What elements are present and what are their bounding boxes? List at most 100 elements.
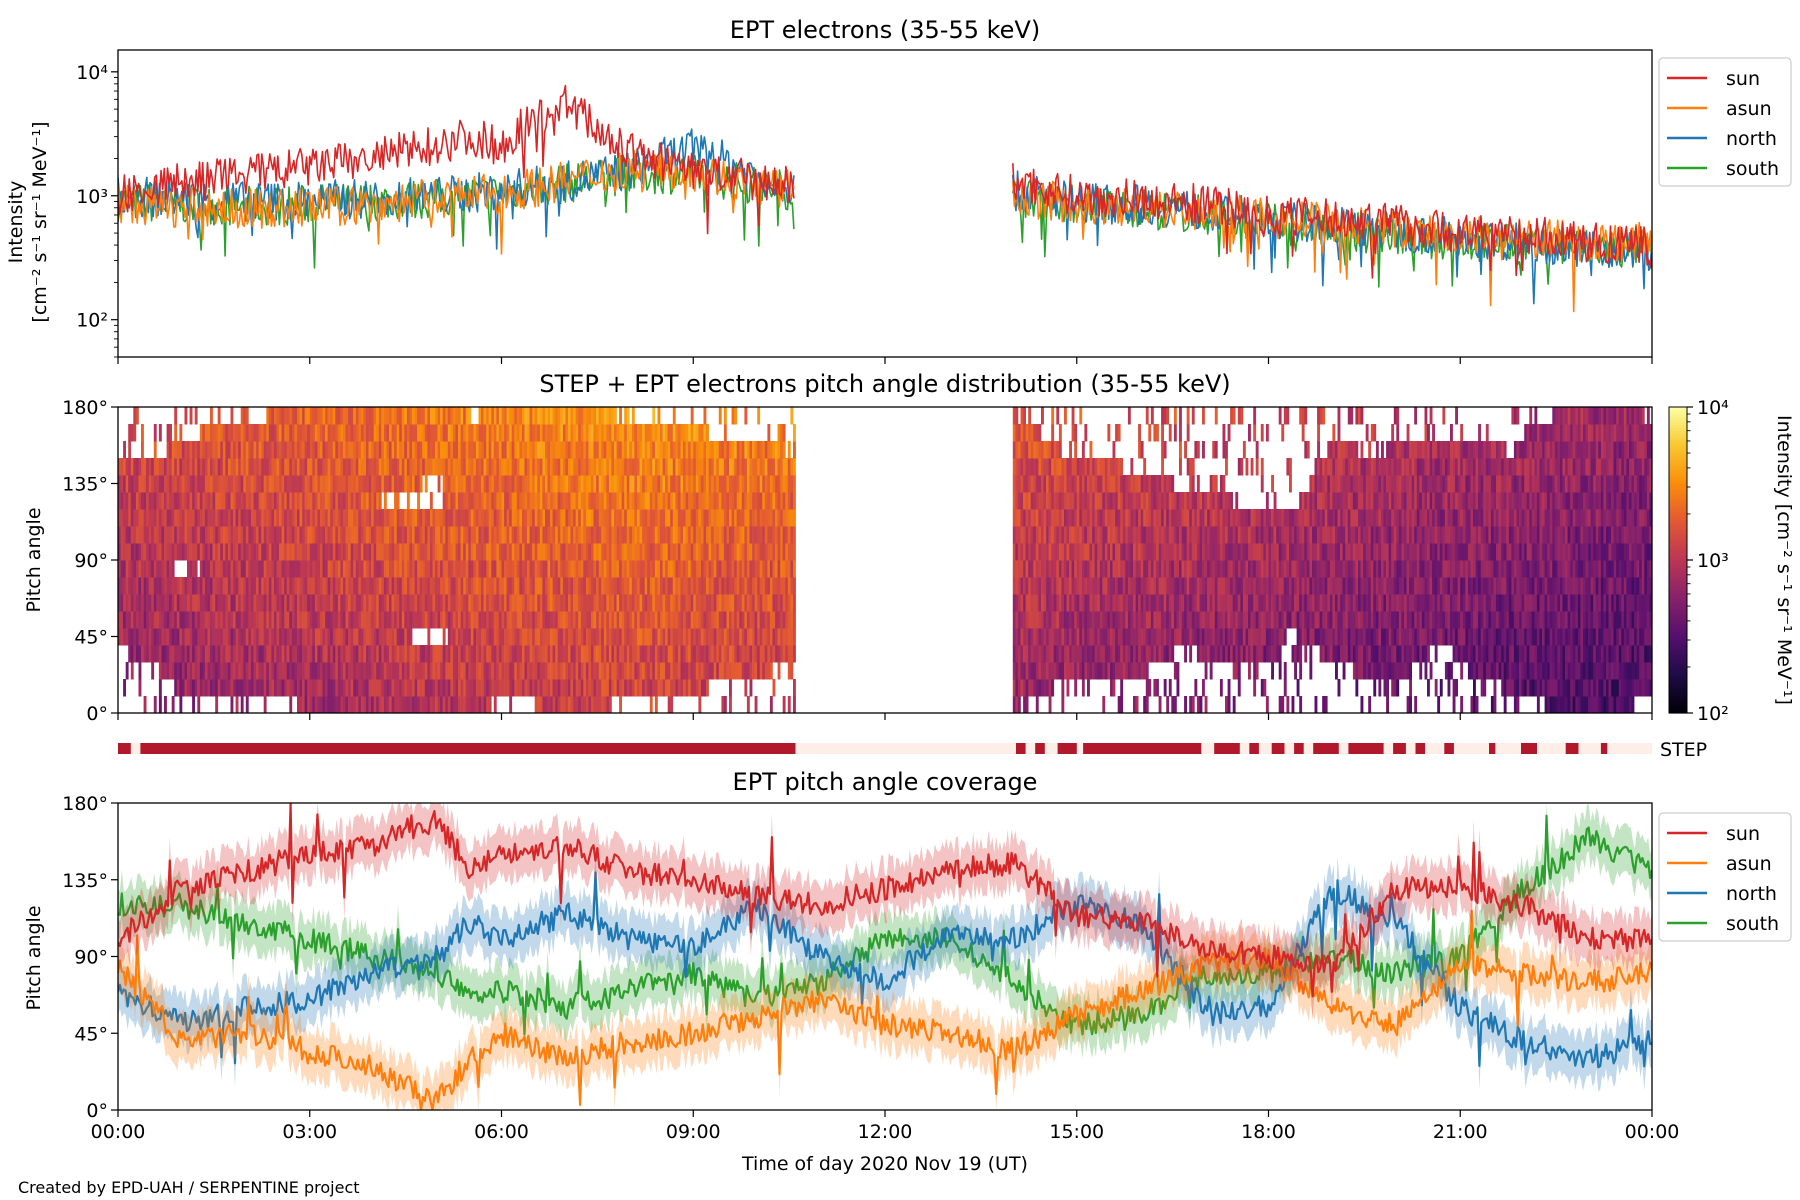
heatmap-cell (202, 543, 206, 561)
heatmap-cell (754, 628, 758, 646)
heatmap-cell (158, 543, 162, 561)
heatmap-cell (634, 509, 638, 527)
heatmap-cell (1058, 560, 1062, 578)
heatmap-cell (181, 509, 185, 527)
heatmap-cell (509, 594, 513, 612)
heatmap-cell (736, 560, 740, 578)
heatmap-cell (695, 526, 699, 544)
heatmap-cell (547, 679, 551, 697)
heatmap-cell (1071, 458, 1075, 476)
heatmap-cell (345, 628, 349, 646)
heatmap-cell (616, 679, 620, 697)
heatmap-cell (547, 662, 551, 680)
heatmap-cell (1043, 628, 1047, 646)
heatmap-cell (754, 509, 758, 527)
heatmap-cell (299, 645, 303, 663)
heatmap-cell (585, 679, 589, 697)
heatmap-cell (401, 696, 405, 713)
heatmap-cell (389, 594, 392, 612)
heatmap-cell (419, 458, 423, 476)
heatmap-cell (222, 577, 226, 595)
heatmap-cell (539, 611, 543, 629)
heatmap-cell (1030, 526, 1034, 544)
heatmap-cell (522, 560, 525, 578)
heatmap-cell (708, 475, 712, 493)
heatmap-cell (759, 441, 763, 459)
heatmap-cell (680, 611, 684, 629)
heatmap-cell (473, 526, 477, 544)
heatmap-cell (483, 458, 487, 476)
heatmap-cell (207, 662, 211, 680)
heatmap-cell (452, 509, 456, 527)
heatmap-cell (414, 458, 418, 476)
heatmap-cell (204, 594, 208, 612)
heatmap-cell (631, 441, 635, 459)
heatmap-cell (238, 679, 242, 697)
heatmap-cell (332, 407, 336, 425)
heatmap-cell (1097, 475, 1101, 493)
heatmap-cell (1051, 509, 1055, 527)
heatmap-cell (1023, 509, 1026, 527)
heatmap-cell (435, 696, 438, 713)
heatmap-cell (662, 543, 666, 561)
heatmap-cell (399, 424, 403, 442)
heatmap-cell (463, 679, 467, 697)
heatmap-cell (276, 424, 280, 442)
heatmap-cell (317, 509, 321, 527)
heatmap-cell (197, 662, 201, 680)
heatmap-cell (718, 526, 722, 544)
heatmap-cell (690, 475, 694, 493)
heatmap-cell (790, 577, 794, 595)
heatmap-cell (780, 458, 784, 476)
heatmap-cell (529, 441, 533, 459)
heatmap-cell (665, 662, 668, 680)
heatmap-cell (1056, 645, 1060, 663)
heatmap-cell (240, 696, 244, 713)
heatmap-cell (366, 594, 369, 612)
heatmap-cell (197, 628, 201, 646)
heatmap-cell (148, 458, 152, 476)
heatmap-cell (192, 696, 195, 713)
heatmap-cell (1035, 526, 1039, 544)
heatmap-cell (325, 492, 328, 510)
heatmap-cell (493, 492, 497, 510)
heatmap-cell (317, 577, 321, 595)
heatmap-cell (698, 509, 702, 527)
heatmap-cell (767, 492, 771, 510)
heatmap-cell (286, 611, 290, 629)
heatmap-cell (1087, 679, 1090, 697)
heatmap-cell (118, 611, 121, 629)
heatmap-cell (560, 594, 564, 612)
heatmap-cell (1035, 577, 1039, 595)
heatmap-cell (1066, 492, 1070, 510)
heatmap-cell (491, 645, 495, 663)
heatmap-cell (406, 577, 410, 595)
heatmap-cell (629, 458, 633, 476)
heatmap-cell (504, 577, 507, 595)
heatmap-cell (307, 458, 311, 476)
heatmap-cell (297, 645, 300, 663)
heatmap-cell (603, 543, 607, 561)
heatmap-cell (764, 645, 768, 663)
heatmap-cell (741, 526, 745, 544)
heatmap-cell (713, 458, 717, 476)
heatmap-cell (373, 526, 377, 544)
heatmap-cell (739, 543, 743, 561)
heatmap-cell (1061, 611, 1065, 629)
heatmap-cell (762, 458, 766, 476)
heatmap-cell (297, 662, 300, 680)
heatmap-cell (325, 526, 328, 544)
heatmap-cell (1079, 492, 1083, 510)
heatmap-cell (378, 645, 382, 663)
heatmap-cell (486, 662, 490, 680)
heatmap-cell (1051, 645, 1055, 663)
heatmap-cell (284, 560, 288, 578)
heatmap-cell (498, 543, 502, 561)
heatmap-cell (1071, 628, 1075, 646)
heatmap-cell (662, 577, 666, 595)
heatmap-cell (685, 509, 689, 527)
heatmap-cell (754, 611, 758, 629)
heatmap-cell (793, 645, 796, 663)
heatmap-cell (437, 679, 441, 697)
heatmap-cell (1066, 458, 1070, 476)
